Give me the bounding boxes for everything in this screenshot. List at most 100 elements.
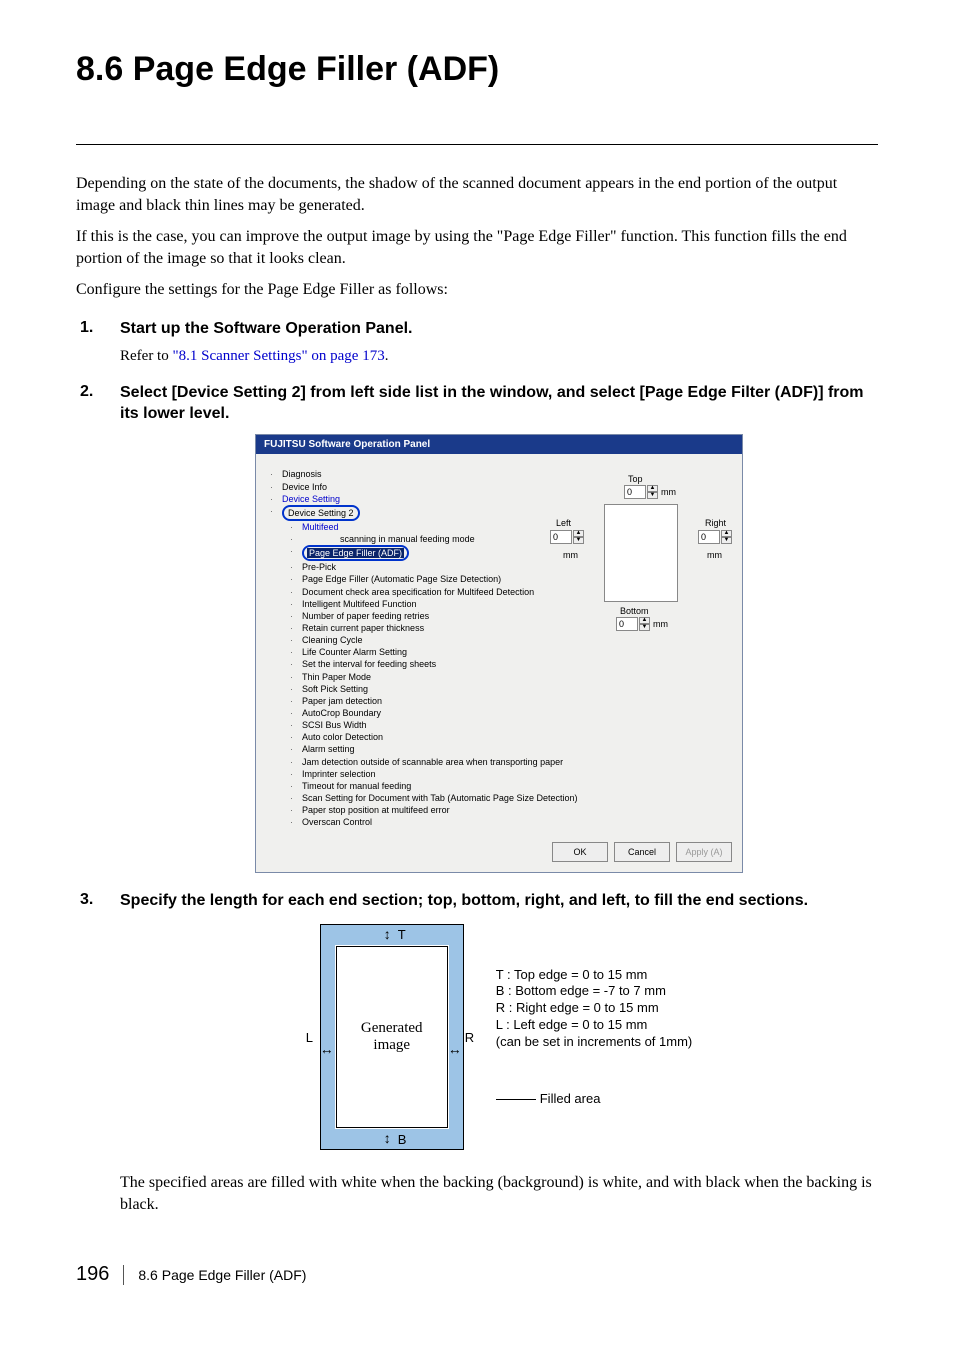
tree-set-interval[interactable]: Set the interval for feeding sheets — [270, 658, 550, 670]
tree-jam-outside[interactable]: Jam detection outside of scannable area … — [270, 756, 550, 768]
arrow-bottom-icon: ↕ — [384, 1130, 391, 1146]
legend-filled: Filled area — [496, 1091, 693, 1108]
tree-auto-color[interactable]: Auto color Detection — [270, 731, 550, 743]
ok-button[interactable]: OK — [552, 842, 608, 862]
step-2: 2. Select [Device Setting 2] from left s… — [76, 383, 878, 874]
edge-settings-area: Top ▲▼ mm Left ▲▼ — [550, 468, 732, 828]
ref-link[interactable]: "8.1 Scanner Settings" on page 173 — [172, 348, 384, 364]
spinner-left[interactable]: ▲▼ — [550, 530, 584, 544]
tree-doc-check[interactable]: Document check area specification for Mu… — [270, 586, 550, 598]
spin-down-icon[interactable]: ▼ — [721, 537, 732, 544]
diagram-label-B: B — [398, 1132, 407, 1147]
spinner-top[interactable]: ▲▼ mm — [624, 485, 676, 499]
input-top[interactable] — [624, 485, 646, 499]
input-left[interactable] — [550, 530, 572, 544]
spin-up-icon[interactable]: ▲ — [639, 617, 650, 624]
generated-text: Generated — [361, 1020, 423, 1037]
diagram-label-T: T — [398, 927, 406, 942]
tree-pef-auto[interactable]: Page Edge Filler (Automatic Page Size De… — [270, 573, 550, 585]
step-1-head: Start up the Software Operation Panel. — [120, 319, 878, 340]
step-2-head: Select [Device Setting 2] from left side… — [120, 383, 878, 425]
page-preview-rect — [604, 504, 678, 602]
tree-device-info[interactable]: Device Info — [270, 481, 550, 493]
filled-bottom — [321, 1129, 462, 1149]
tree-page-edge-filler-adf[interactable]: Page Edge Filler (ADF) — [270, 545, 550, 561]
diagram-label-L: L — [306, 1030, 313, 1045]
tree-scsi-bus[interactable]: SCSI Bus Width — [270, 719, 550, 731]
tree-autocrop-boundary[interactable]: AutoCrop Boundary — [270, 707, 550, 719]
tree-paper-stop[interactable]: Paper stop position at multifeed error — [270, 804, 550, 816]
section-heading: 8.6 Page Edge Filler (ADF) — [76, 50, 878, 89]
label-left: Left — [556, 518, 571, 528]
step-1-number: 1. — [76, 319, 120, 365]
tree-imprinter[interactable]: Imprinter selection — [270, 768, 550, 780]
tree-pre-pick[interactable]: Pre-Pick — [270, 561, 550, 573]
legend-t: T : Top edge = 0 to 15 mm — [496, 967, 693, 984]
tree-soft-pick[interactable]: Soft Pick Setting — [270, 683, 550, 695]
image-text: image — [373, 1037, 410, 1054]
unit-right: mm — [707, 550, 722, 560]
tree-alarm-setting[interactable]: Alarm setting — [270, 743, 550, 755]
apply-button[interactable]: Apply (A) — [676, 842, 732, 862]
unit-top: mm — [661, 487, 676, 497]
tree-overscan[interactable]: Overscan Control — [270, 816, 550, 828]
tree-retain-thickness[interactable]: Retain current paper thickness — [270, 622, 550, 634]
generated-image-area: Generated image — [336, 946, 448, 1128]
footer-divider — [123, 1265, 124, 1285]
filled-left — [321, 925, 335, 1149]
label-right: Right — [705, 518, 726, 528]
cancel-button[interactable]: Cancel — [614, 842, 670, 862]
tree-device-setting-2[interactable]: Device Setting 2 — [270, 505, 550, 521]
page-footer: 196 8.6 Page Edge Filler (ADF) — [76, 1263, 878, 1286]
spin-down-icon[interactable]: ▼ — [647, 492, 658, 499]
tree-timeout-manual[interactable]: Timeout for manual feeding — [270, 780, 550, 792]
tree-diagnosis[interactable]: Diagnosis — [270, 468, 550, 480]
edge-diagram: Generated image T B L R ↕ ↕ ↔ ↔ — [306, 924, 476, 1150]
label-top: Top — [628, 474, 643, 484]
tree-thin-paper[interactable]: Thin Paper Mode — [270, 671, 550, 683]
spin-up-icon[interactable]: ▲ — [573, 530, 584, 537]
spinner-bottom[interactable]: ▲▼ mm — [616, 617, 668, 631]
diagram-legend: T : Top edge = 0 to 15 mm B : Bottom edg… — [496, 967, 693, 1108]
connector-line-icon — [496, 1099, 536, 1100]
step-2-number: 2. — [76, 383, 120, 874]
step-3-head: Specify the length for each end section;… — [120, 891, 878, 912]
spin-up-icon[interactable]: ▲ — [721, 530, 732, 537]
tree-life-counter[interactable]: Life Counter Alarm Setting — [270, 646, 550, 658]
input-bottom[interactable] — [616, 617, 638, 631]
ref-suffix: . — [385, 348, 389, 364]
tree-scanning-manual[interactable]: scanning in manual feeding mode — [270, 533, 550, 545]
unit-bottom: mm — [653, 619, 668, 629]
filled-top — [321, 925, 462, 945]
spinner-right[interactable]: ▲▼ — [698, 530, 732, 544]
tree-device-setting[interactable]: Device Setting — [270, 493, 550, 505]
tree-cleaning-cycle[interactable]: Cleaning Cycle — [270, 634, 550, 646]
ref-prefix: Refer to — [120, 348, 172, 364]
step-3-note: The specified areas are filled with whit… — [120, 1172, 878, 1215]
tree-paper-jam[interactable]: Paper jam detection — [270, 695, 550, 707]
tree-scan-tab[interactable]: Scan Setting for Document with Tab (Auto… — [270, 792, 550, 804]
tree-intelligent-mf[interactable]: Intelligent Multifeed Function — [270, 598, 550, 610]
divider — [76, 144, 878, 145]
step-3-number: 3. — [76, 891, 120, 1215]
label-bottom: Bottom — [620, 606, 649, 616]
intro-p2: If this is the case, you can improve the… — [76, 226, 878, 269]
spin-down-icon[interactable]: ▼ — [639, 624, 650, 631]
tree-num-retries[interactable]: Number of paper feeding retries — [270, 610, 550, 622]
arrow-left-icon: ↔ — [320, 1041, 334, 1057]
diagram-label-R: R — [465, 1030, 474, 1045]
arrow-top-icon: ↕ — [384, 926, 391, 942]
page-number: 196 — [76, 1263, 109, 1286]
filled-right — [449, 925, 463, 1149]
step-3: 3. Specify the length for each end secti… — [76, 891, 878, 1215]
step-1-ref: Refer to "8.1 Scanner Settings" on page … — [120, 348, 878, 365]
settings-tree[interactable]: Diagnosis Device Info Device Setting Dev… — [270, 468, 550, 828]
arrow-right-icon: ↔ — [448, 1041, 462, 1057]
legend-l: L : Left edge = 0 to 15 mm — [496, 1017, 693, 1034]
input-right[interactable] — [698, 530, 720, 544]
footer-title: 8.6 Page Edge Filler (ADF) — [138, 1267, 306, 1283]
spin-up-icon[interactable]: ▲ — [647, 485, 658, 492]
software-panel-window: FUJITSU Software Operation Panel Diagnos… — [255, 434, 743, 873]
tree-multifeed[interactable]: Multifeed — [270, 521, 550, 533]
spin-down-icon[interactable]: ▼ — [573, 537, 584, 544]
